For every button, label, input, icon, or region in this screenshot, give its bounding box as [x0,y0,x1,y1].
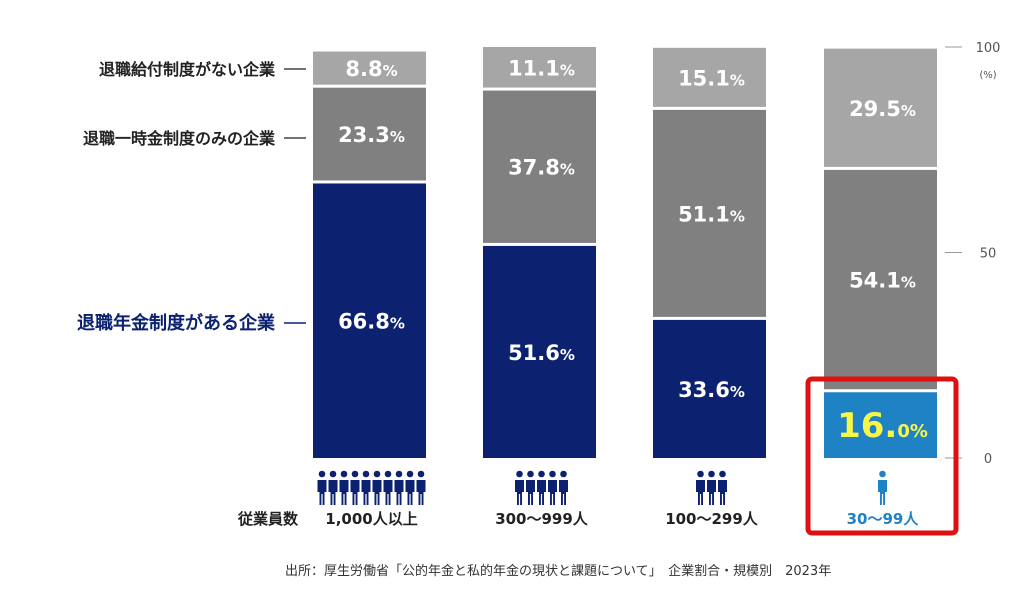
bar-segment-none [824,48,937,167]
data-label: 51.6% [508,341,575,365]
person-icon [516,470,523,478]
person-icon [340,470,348,478]
person-icon [350,480,360,505]
bar-segment-lumpsum [483,90,596,243]
person-icon [719,470,726,478]
person-icon [351,470,359,478]
data-label: 51.1% [678,202,745,226]
data-label: 16.0% [837,406,928,446]
data-label: 37.8% [508,156,575,180]
y-tick-label: 100 [976,41,1001,56]
person-icon [537,480,546,505]
category-label: 30〜99人 [847,510,920,528]
data-label: 11.1% [508,56,575,80]
person-icon [549,470,556,478]
y-tick-label: 0 [984,452,992,467]
person-icon [394,480,404,505]
person-icon [318,470,326,478]
data-label: 54.1% [849,269,916,293]
bar-segment-lumpsum [653,109,766,317]
person-icon [383,480,393,505]
person-icon [372,480,382,505]
data-label: 29.5% [849,97,916,121]
category-label: 100〜299人 [665,510,759,528]
person-icon [416,480,426,505]
data-label: 15.1% [678,66,745,90]
series-label-none: 退職給付制度がない企業 [99,60,276,79]
person-icon [538,470,545,478]
person-icon [317,480,327,505]
bar-segment-none [483,47,596,88]
data-label: 23.3% [338,123,405,147]
data-label: 33.6% [678,378,745,402]
category-label: 1,000人以上 [325,510,417,528]
person-icon [527,470,534,478]
highlight-box [805,376,959,536]
person-icon [707,480,716,505]
bar-segment-pension [824,392,937,458]
y-tick-label: 50 [980,247,997,262]
person-icon [548,480,557,505]
bar-segment-none [313,51,426,85]
data-label: 66.8% [338,310,405,334]
bar-segment-lumpsum [824,169,937,390]
person-icon [879,470,886,478]
series-label-lumpsum: 退職一時金制度のみの企業 [83,129,276,148]
person-icon [696,480,705,505]
bar-segment-pension [483,245,596,458]
person-icon [718,480,727,505]
person-icon [329,470,337,478]
person-icon [417,470,425,478]
person-icon [515,480,524,505]
person-icon [559,480,568,505]
data-label: 8.8% [345,57,397,81]
person-icon [395,470,403,478]
bar-segment-lumpsum [313,87,426,181]
source-footer: 出所：厚生労働省「公的年金と私的年金の現状と課題について」 企業割合・規模別 2… [285,564,832,579]
person-icon [405,480,415,505]
person-icon [328,480,338,505]
person-icon [373,470,381,478]
y-unit-label: (%) [979,70,996,81]
category-label: 300〜999人 [495,510,589,528]
person-icon [697,470,704,478]
x-axis-title: 従業員数 [237,510,299,528]
person-icon [878,480,887,505]
bar-segment-pension [313,183,426,458]
bar-segment-pension [653,319,766,458]
person-icon [362,470,370,478]
person-icon [406,470,414,478]
person-icon [708,470,715,478]
person-icon [384,470,392,478]
person-icon [560,470,567,478]
bar-segment-none [653,47,766,107]
person-icon [339,480,349,505]
series-label-pension: 退職年金制度がある企業 [77,312,276,334]
person-icon [361,480,371,505]
person-icon [526,480,535,505]
